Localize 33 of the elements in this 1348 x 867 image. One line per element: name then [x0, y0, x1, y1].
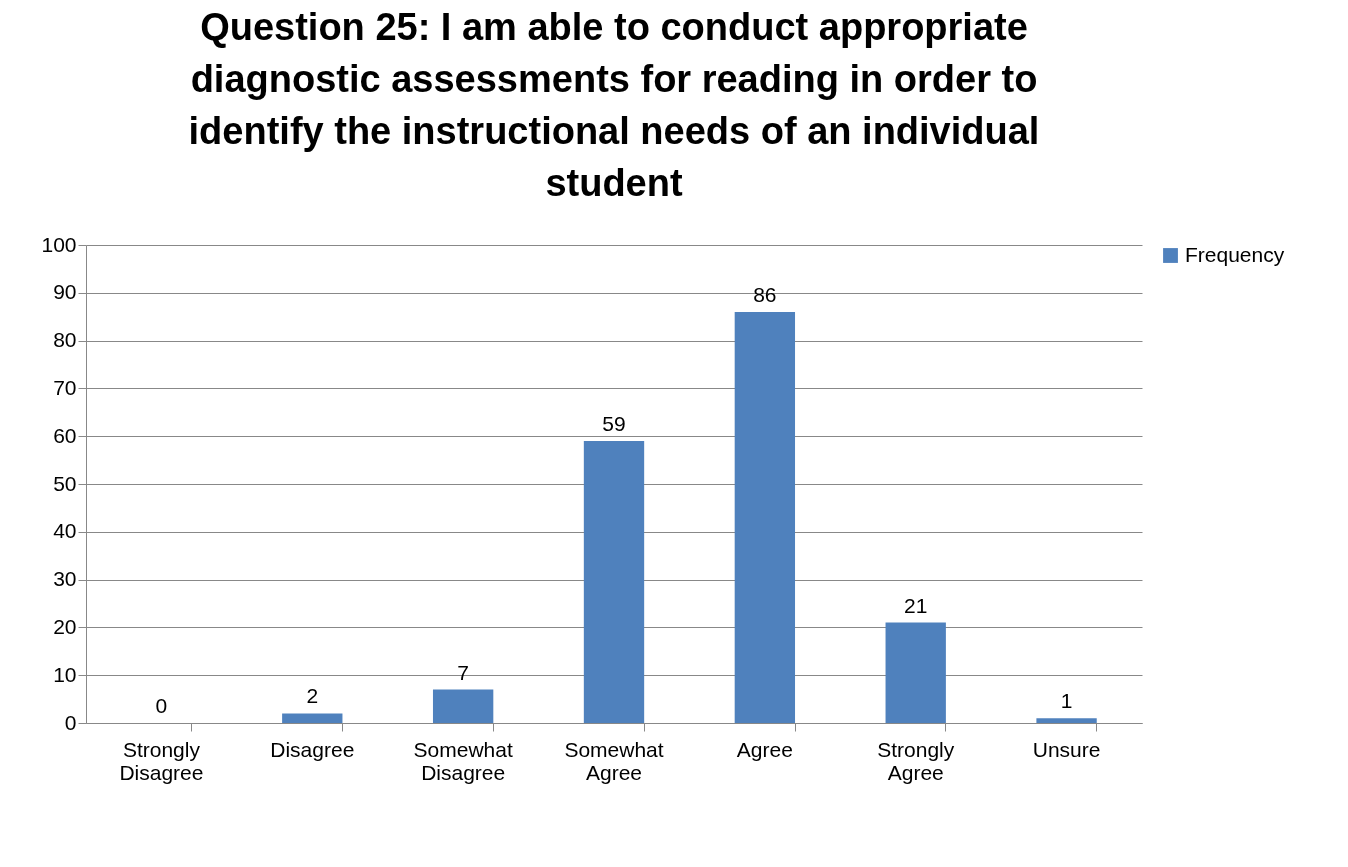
y-tick-label: 30: [53, 567, 77, 591]
bar: [1036, 718, 1097, 723]
y-tick-label: 60: [53, 423, 77, 447]
data-label: 0: [155, 694, 168, 717]
y-tick-label: 50: [53, 471, 77, 495]
y-tick-label: 0: [64, 710, 77, 734]
bar: [432, 689, 494, 723]
x-tick-label: Agree: [736, 737, 793, 761]
y-tick-label: 100: [41, 232, 77, 256]
bar: [583, 440, 645, 723]
y-tick-label: 70: [53, 375, 77, 399]
data-label: 21: [904, 593, 928, 617]
data-label: 86: [753, 282, 777, 306]
x-tick-label: Strongly Disagree: [119, 737, 204, 784]
x-tick-label: Unsure: [1032, 737, 1101, 761]
y-tick-label: 90: [53, 280, 77, 304]
bar: [734, 311, 796, 723]
y-tick-label: 20: [53, 614, 77, 638]
data-label: 59: [602, 411, 626, 435]
x-tick-label: Disagree: [270, 737, 355, 761]
x-tick-label: Somewhat Disagree: [413, 737, 513, 784]
bar: [282, 713, 343, 723]
data-label: 1: [1060, 689, 1073, 713]
legend-label: Frequency: [1185, 242, 1285, 266]
y-tick-label: 80: [53, 328, 77, 352]
data-label: 7: [457, 660, 469, 684]
x-tick-label: Somewhat Agree: [564, 737, 664, 784]
data-label: 2: [306, 684, 319, 708]
y-tick-label: 40: [53, 519, 77, 543]
x-tick-label: Strongly Agree: [877, 737, 955, 784]
y-tick-label: 10: [53, 662, 77, 686]
chart-title: Question 25: I am able to conduct appropriate diagnostic assessments for reading in order to identify the instructional needs of an individual student: [188, 6, 1040, 204]
bar: [885, 622, 946, 723]
